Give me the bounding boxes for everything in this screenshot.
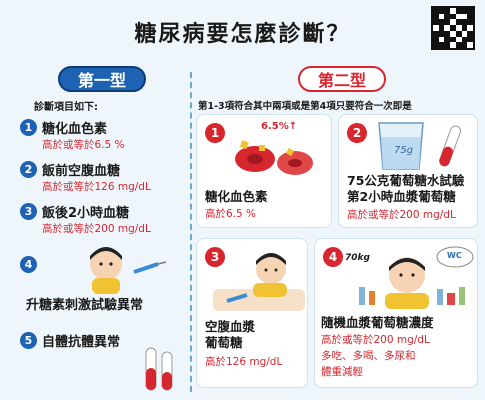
qr-code [431, 6, 475, 50]
item-title: 糖化血色素 [205, 189, 268, 204]
type2-card-2: 2 75g 75公克葡萄糖水試驗 第2小時血漿葡萄糖 高於或等於200 mg/d… [338, 114, 478, 228]
percent-badge: 6.5%↑ [261, 121, 298, 132]
item-title: 隨機血漿葡萄糖濃度 [321, 315, 434, 330]
number-badge: 1 [20, 119, 37, 136]
item-title-line1: 空腹血漿 [205, 319, 256, 334]
item-criterion: 高於6.5 % [205, 208, 257, 220]
type1-header: 第一型 [58, 66, 146, 92]
test-tubes-illustration [145, 347, 173, 391]
number-badge: 3 [205, 247, 225, 267]
symptom-note-line2: 體重減輕 [321, 366, 363, 378]
blood-draw-illustration [213, 253, 305, 311]
item-criterion: 高於或等於126 mg/dL [42, 181, 151, 193]
injection-child-illustration [90, 247, 167, 294]
symptom-note-line1: 多吃、多喝、多尿和 [321, 350, 416, 362]
wc-label: WC [447, 251, 462, 260]
item-title-line2: 第2小時血漿葡萄糖 [347, 189, 456, 204]
item-title: 飯前空腹血糖 [42, 164, 121, 179]
glucose-cup-illustration [378, 122, 461, 170]
item-criterion: 高於126 mg/dL [205, 356, 283, 368]
item-criterion: 高於或等於200 mg/dL [347, 209, 456, 221]
type2-header: 第二型 [298, 66, 386, 92]
type1-item-5-number: 5 [20, 332, 37, 349]
page-title: 糖尿病要怎麼診斷？ [134, 22, 351, 47]
cup-label: 75g [394, 145, 414, 156]
number-badge: 1 [205, 123, 225, 143]
item-title: 糖化血色素 [42, 122, 108, 137]
blood-cells-illustration [235, 140, 313, 175]
scale-label: 70kg [345, 253, 370, 263]
item-criterion: 高於或等於200 mg/dL [42, 223, 151, 235]
type1-subtitle: 診斷項目如下: [34, 102, 98, 113]
type2-subtitle: 第1-3項符合其中兩項或是第4項只要符合一次即是 [198, 101, 412, 112]
item-title-line2: 葡萄糖 [205, 335, 243, 350]
item-criterion: 高於或等於200 mg/dL [321, 334, 430, 346]
number-badge: 2 [347, 123, 367, 143]
number-badge: 2 [20, 161, 37, 178]
type2-card-3: 3 空腹血漿 葡萄糖 高於126 mg/dL [196, 238, 308, 388]
type1-item-4-number: 4 [20, 256, 37, 273]
type2-card-1: 1 6.5%↑ 糖化血色素 高於6.5 % [196, 114, 332, 228]
type1-item-4-title: 升糖素刺激試驗異常 [26, 298, 144, 313]
symptoms-illustration [359, 246, 474, 309]
number-badge: 4 [323, 247, 343, 267]
item-criterion: 高於或等於6.5 % [42, 139, 125, 151]
type1-item-5-title: 自體抗體異常 [42, 335, 121, 350]
item-title: 飯後2小時血糖 [42, 206, 130, 221]
type2-card-4: 4 70kg WC 隨機血漿葡萄糖濃度 高於或等於200 mg/dL 多吃、多喝… [314, 238, 478, 388]
column-divider [190, 72, 192, 392]
item-title-line1: 75公克葡萄糖水試驗 [347, 173, 465, 188]
number-badge: 3 [20, 203, 37, 220]
